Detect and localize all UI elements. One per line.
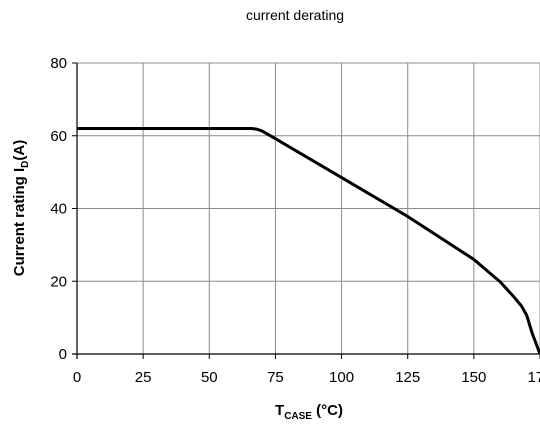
- x-axis-label-sub: CASE: [284, 411, 312, 422]
- x-tick-label-75: 75: [267, 369, 284, 386]
- x-tick-label-0: 0: [73, 369, 81, 386]
- y-tick-label-0: 0: [59, 346, 67, 363]
- x-axis-label-rest: (°C): [312, 402, 343, 419]
- x-tick-label-150: 150: [461, 369, 486, 386]
- y-tick-label-20: 20: [50, 273, 67, 290]
- y-axis-label-main: Current rating I: [11, 168, 28, 276]
- grid: [76, 62, 540, 355]
- y-tick-label-40: 40: [50, 201, 67, 218]
- x-tick-label-100: 100: [329, 369, 354, 386]
- x-tick-label-175: 175: [527, 369, 540, 386]
- series-group: [77, 126, 540, 355]
- chart-title: current derating: [246, 7, 344, 23]
- y-axis-label-rest: (A): [11, 140, 28, 161]
- x-axis-label-main: T: [275, 402, 284, 419]
- x-tick-label-50: 50: [201, 369, 218, 386]
- x-tick-label-25: 25: [135, 369, 152, 386]
- axes: [72, 62, 540, 359]
- x-tick-labels: 0 25 50 75 100 125 150 175: [73, 369, 540, 386]
- y-tick-label-60: 60: [50, 128, 67, 145]
- y-axis-label-sub: D: [20, 161, 31, 168]
- series-line-0: [77, 126, 540, 355]
- y-axis-label: Current rating ID(A): [11, 140, 31, 276]
- y-tick-label-80: 80: [50, 55, 67, 72]
- x-axis-label: TCASE (°C): [275, 402, 343, 422]
- y-tick-labels: 0 20 40 60 80: [50, 55, 67, 363]
- x-tick-label-125: 125: [395, 369, 420, 386]
